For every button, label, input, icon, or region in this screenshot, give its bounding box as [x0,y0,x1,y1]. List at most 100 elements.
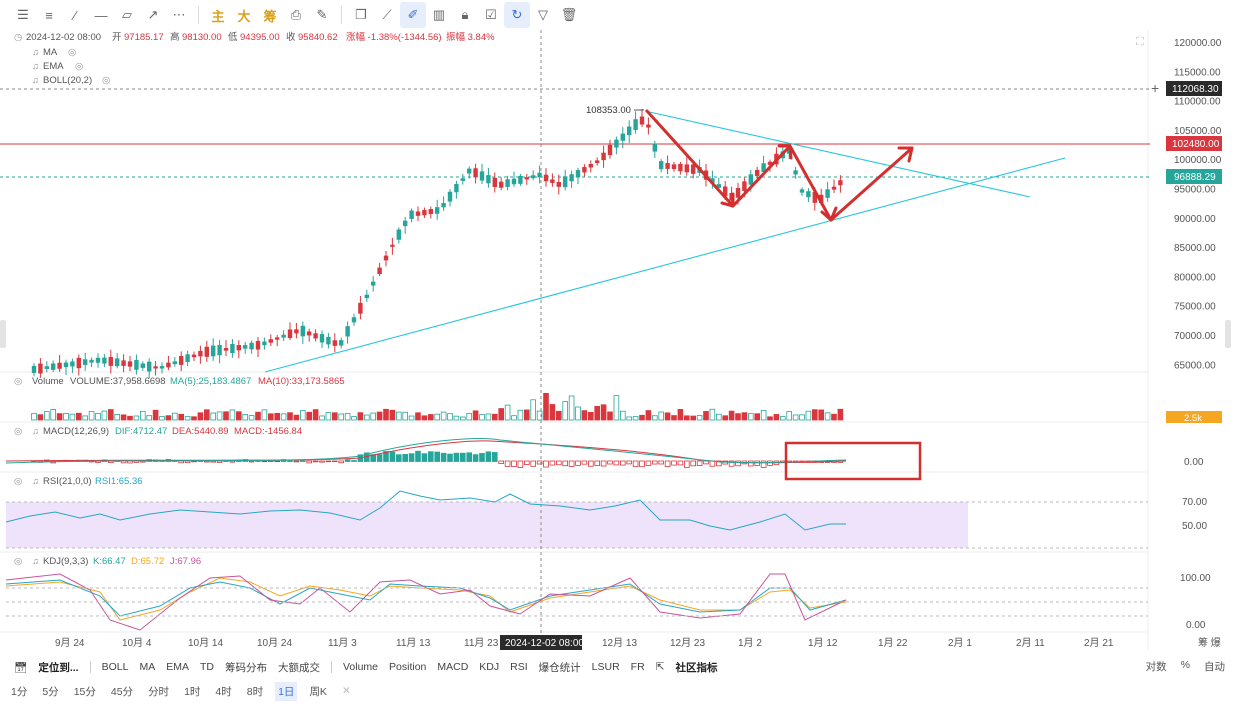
draw-icon[interactable]: ✐ [400,2,426,28]
settings-icon[interactable]: ◎ [14,376,23,387]
copy-icon[interactable]: ❐ [355,7,367,22]
community-icon[interactable]: ⇱ [655,661,665,673]
macd-bar [402,454,408,462]
macd-bar [491,452,498,462]
macd-bar [575,460,581,466]
bell-icon[interactable]: ♫ [32,476,39,487]
candle-body [441,203,446,208]
indicator-position[interactable]: Position [389,661,427,673]
bell-icon[interactable]: ♫ [32,47,39,58]
rsi-axis-70: 70.00 [1182,497,1207,508]
locate-button[interactable]: 定位到... [38,661,79,674]
add-alert-icon[interactable]: + [1151,80,1159,96]
timeframe-8时[interactable]: 8时 [246,685,264,698]
bell-icon[interactable]: ♫ [32,426,39,437]
macd-bar [178,460,185,464]
overlay-ma[interactable]: MA [43,47,58,58]
timeframe-5分[interactable]: 5分 [42,685,59,698]
timeframe-1分[interactable]: 1分 [11,685,28,698]
shape-icon[interactable]: ▱ [122,7,132,22]
overlay-boll[interactable]: BOLL(20,2) [43,75,92,86]
eye-icon[interactable]: ◎ [75,61,84,72]
ruler-icon[interactable]: ⟋ [382,7,392,22]
macd-bar [517,460,524,468]
volume-bar [299,410,306,421]
macd-bar [543,460,549,468]
bell-icon[interactable]: ♫ [32,556,39,567]
percent-scale-toggle[interactable]: % [1180,659,1190,671]
bell-icon[interactable]: ♫ [32,75,39,86]
overlay-ema[interactable]: EMA [43,61,64,72]
log-scale-toggle[interactable]: 对数 [1145,661,1167,673]
right-panel-handle[interactable] [1225,320,1231,348]
indicator-td[interactable]: TD [199,661,214,673]
header-close: 95840.62 [298,32,338,43]
chips-button[interactable]: 筹 [263,8,277,24]
indicator-lsur[interactable]: LSUR [591,661,620,673]
lock-icon[interactable]: 🔒︎ [461,7,469,22]
left-panel-handle[interactable] [0,320,6,348]
more-icon[interactable]: ⋯ [172,7,186,22]
indicator-boll[interactable]: BOLL [101,661,129,673]
macd-bar [434,451,440,462]
eye-icon[interactable]: ◎ [102,75,111,86]
time-axis-corner[interactable]: 筹 爆 [1198,636,1221,649]
time-axis-label: 10月 14 [188,637,223,649]
crosshair-price-tag: 112068.30 + [1151,80,1222,96]
community-indicators[interactable]: 社区指标 [675,661,718,674]
indicator-fr[interactable]: FR [630,661,645,673]
annotation-arrows [645,109,914,222]
menu-icon[interactable]: ☰ [17,7,29,22]
auto-scale-toggle[interactable]: 自动 [1204,661,1225,673]
indicator-macd[interactable]: MACD [437,661,469,673]
candle-type-icon[interactable]: ▥ [432,7,446,22]
candle-body [236,345,241,351]
timeframe-分时[interactable]: 分时 [148,685,170,698]
filter-icon[interactable]: ▽ [538,7,548,22]
eye-icon[interactable]: ◎ [68,47,77,58]
volume-bar [556,410,562,421]
settings-icon[interactable]: ◎ [14,476,23,487]
candle-body [57,362,62,369]
macd-bar [395,454,402,462]
timeframe-45分[interactable]: 45分 [110,685,134,698]
indicator-chips[interactable]: 筹码分布 [224,661,267,674]
timeframe-4时[interactable]: 4时 [215,685,232,698]
indicator-kdj[interactable]: KDJ [479,661,500,673]
calendar-icon[interactable]: 📅︎ [14,661,28,674]
arrow-tool-icon[interactable]: ↗ [147,7,159,22]
macd-bar [459,452,466,462]
volume-bar [197,412,204,421]
indicator-rsi[interactable]: RSI [510,661,528,673]
candle-body [556,181,561,187]
candle-body [63,362,69,368]
main-indicator-button[interactable]: 主 [211,8,225,24]
indicator-ma[interactable]: MA [139,661,156,673]
close-icon[interactable]: ✕ [341,685,351,697]
indicator-ema[interactable]: EMA [166,661,189,673]
fullscreen-icon[interactable]: ⛶ [1136,36,1144,48]
trendline-icon[interactable]: ⁄ [73,7,77,23]
timeframe-1日[interactable]: 1日 [275,681,298,701]
indicator-liquidation[interactable]: 爆仓统计 [538,661,581,674]
camera-icon[interactable]: ⎙ [290,7,302,22]
candle-body [627,126,632,136]
layers-icon[interactable]: ≡ [45,7,53,23]
timeframe-1时[interactable]: 1时 [184,685,201,698]
bell-icon[interactable]: ♫ [32,61,39,72]
large-order-button[interactable]: 大 [237,8,251,24]
timeframe-15分[interactable]: 15分 [73,685,96,698]
settings-icon[interactable]: ◎ [14,426,23,437]
timeframe-周K[interactable]: 周K [309,685,327,698]
horizontal-line-icon[interactable]: — [94,7,108,23]
indicator-large-trades[interactable]: 大额成交 [277,661,320,674]
price-axis-label: 65000.00 [1174,360,1216,371]
note-icon[interactable]: ☑ [485,7,497,22]
macd-bar [626,460,632,465]
trash-icon[interactable]: 🗑︎ [560,7,578,22]
indicator-volume[interactable]: Volume [342,661,379,673]
annotate-icon[interactable]: ✎ [316,7,328,22]
settings-icon[interactable]: ◎ [14,556,23,567]
magnet-icon[interactable]: ↻ [504,2,530,28]
